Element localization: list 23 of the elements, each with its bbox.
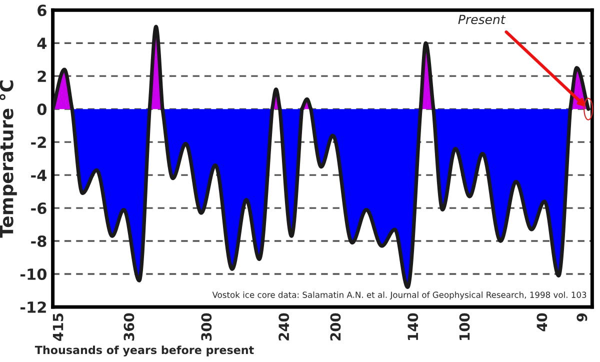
y-tick-label: 4 bbox=[37, 38, 47, 49]
annotation: Present bbox=[458, 14, 506, 24]
x-tick-label: 240 bbox=[278, 313, 290, 340]
x-tick-label: 415 bbox=[52, 314, 64, 341]
y-tick-label: 6 bbox=[38, 4, 46, 16]
x-tick-label: 140 bbox=[408, 313, 418, 340]
annotation: Vostok ice core data: Salamatin A.N. et al. Journal of Geophysical Research, 1998 vol. 103 bbox=[212, 291, 586, 300]
y-tick-label: -12 bbox=[20, 301, 46, 313]
x-axis-title: Thousands of years before present bbox=[34, 346, 254, 356]
y-tick-label: -4 bbox=[31, 170, 47, 181]
y-tick-label: -6 bbox=[31, 202, 46, 214]
y-tick-label: -2 bbox=[31, 136, 46, 148]
x-tick-label: 9 bbox=[576, 313, 588, 322]
x-tick-label: 200 bbox=[330, 313, 341, 340]
y-tick-label: 0 bbox=[37, 104, 47, 116]
x-tick-label: 100 bbox=[459, 313, 470, 340]
x-tick-label: 40 bbox=[536, 313, 548, 332]
y-tick-label: -10 bbox=[20, 268, 47, 280]
y-tick-label: -8 bbox=[31, 235, 46, 248]
y-tick-label: 2 bbox=[38, 70, 46, 82]
x-tick-label: 300 bbox=[201, 313, 212, 341]
y-axis-title: Temperature °C bbox=[0, 80, 17, 238]
x-tick-label: 360 bbox=[124, 313, 134, 341]
